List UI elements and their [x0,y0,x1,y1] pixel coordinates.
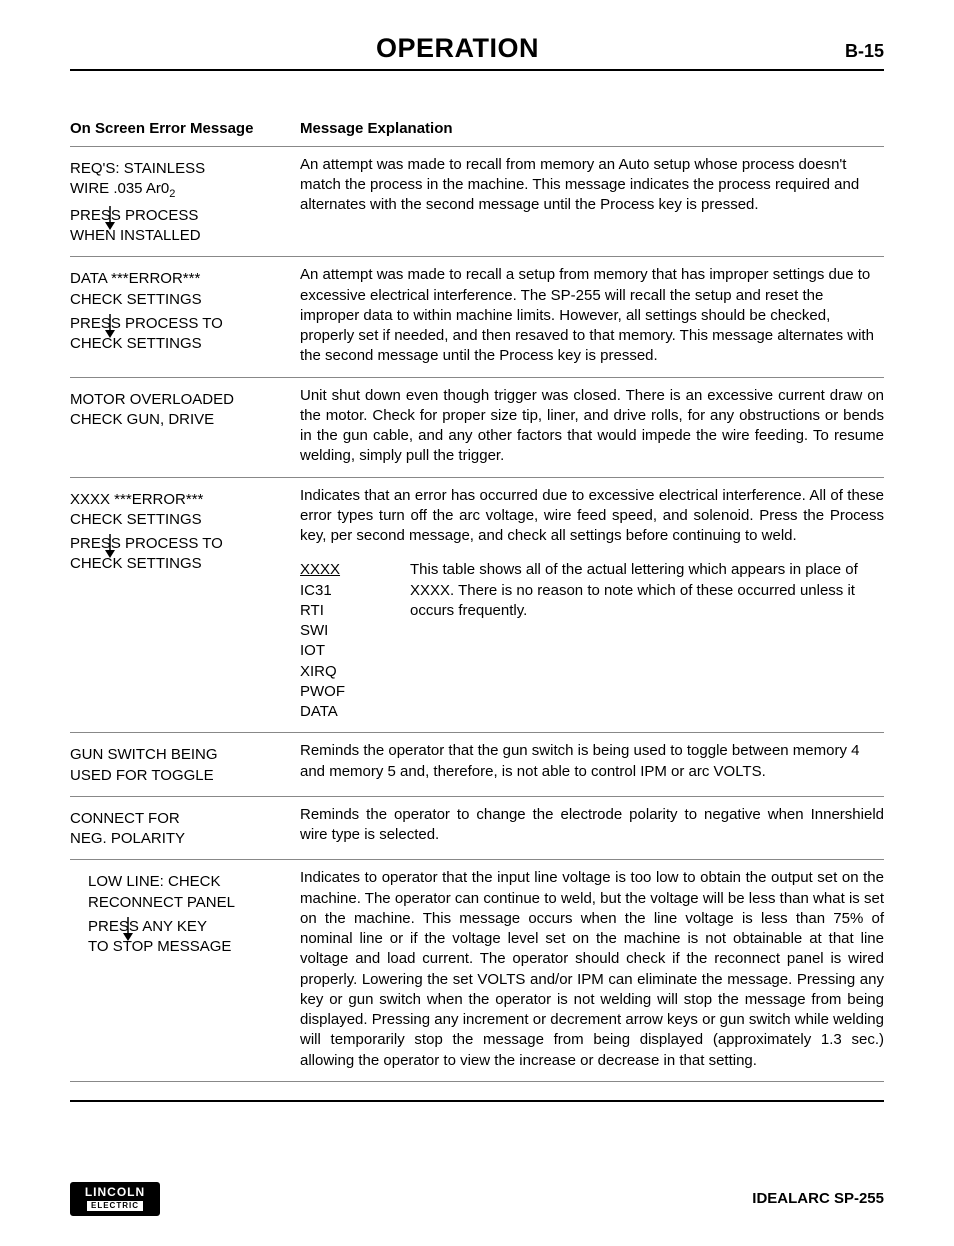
error-message-cell: CONNECT FORNEG. POLARITY [70,796,300,860]
error-message-cell: REQ'S: STAINLESSWIRE .035 Ar02 PRESS PRO… [70,146,300,257]
logo-line2: ELECTRIC [86,1200,144,1212]
code-item: PWOF [300,682,410,702]
explanation-cell: An attempt was made to recall from memor… [300,146,884,257]
page-header: OPERATION B-15 [70,30,884,71]
error-message-cell: LOW LINE: CHECKRECONNECT PANEL PRESS ANY… [70,860,300,1082]
msg-line: WIRE .035 Ar02 [70,179,286,202]
page-number: B-15 [845,39,884,63]
code-item: IOT [300,641,410,661]
explanation-text: Reminds the operator to change the elect… [300,805,884,846]
bottom-rule [70,1100,884,1102]
table-row: CONNECT FORNEG. POLARITYReminds the oper… [70,796,884,860]
explanation-text: Reminds the operator that the gun switch… [300,741,884,782]
explanation-text: An attempt was made to recall from memor… [300,155,884,216]
msg-line: REQ'S: STAINLESS [70,159,286,179]
table-row: MOTOR OVERLOADEDCHECK GUN, DRIVEUnit shu… [70,377,884,477]
msg-line: DATA ***ERROR*** [70,269,286,289]
table-row: REQ'S: STAINLESSWIRE .035 Ar02 PRESS PRO… [70,146,884,257]
logo-line1: LINCOLN [85,1186,145,1198]
msg-line: PRESS PROCESS [70,206,286,226]
msg-line: MOTOR OVERLOADED [70,390,286,410]
explanation-text: Unit shut down even though trigger was c… [300,386,884,467]
explanation-cell: Reminds the operator to change the elect… [300,796,884,860]
error-message-cell: MOTOR OVERLOADEDCHECK GUN, DRIVE [70,377,300,477]
explanation-text: An attempt was made to recall a setup fr… [300,265,884,366]
page-footer: LINCOLN ELECTRIC IDEALARC SP-255 [70,1182,884,1216]
msg-line: TO STOP MESSAGE [88,937,286,957]
msg-line: PRESS PROCESS TO [70,534,286,554]
model-name: IDEALARC SP-255 [752,1189,884,1209]
explanation-cell: Reminds the operator that the gun switch… [300,733,884,797]
subtable-note: This table shows all of the actual lette… [410,560,884,580]
subtable-head: XXXX [300,560,410,580]
subtable-note: occurs frequently. [410,601,884,621]
msg-line: CHECK SETTINGS [70,510,286,530]
msg-line: CHECK SETTINGS [70,554,286,574]
error-message-cell: DATA ***ERROR***CHECK SETTINGS PRESS PRO… [70,257,300,377]
table-row: GUN SWITCH BEINGUSED FOR TOGGLEReminds t… [70,733,884,797]
msg-line: CHECK GUN, DRIVE [70,410,286,430]
code-item: XIRQ [300,662,410,682]
explanation-cell: Indicates to operator that the input lin… [300,860,884,1082]
explanation-cell: Unit shut down even though trigger was c… [300,377,884,477]
error-table: On Screen Error MessageMessage Explanati… [70,111,884,1081]
msg-line: GUN SWITCH BEING [70,745,286,765]
explanation-cell: Indicates that an error has occurred due… [300,477,884,733]
msg-line: PRESS ANY KEY [88,917,286,937]
error-message-cell: GUN SWITCH BEINGUSED FOR TOGGLE [70,733,300,797]
msg-line: XXXX ***ERROR*** [70,490,286,510]
msg-line: CONNECT FOR [70,809,286,829]
subtable-note: XXXX. There is no reason to note which o… [410,581,884,601]
explanation-text: Indicates to operator that the input lin… [300,868,884,1071]
column-header-left: On Screen Error Message [70,111,300,146]
column-header-right: Message Explanation [300,111,884,146]
explanation-text: Indicates that an error has occurred due… [300,486,884,547]
msg-line: PRESS PROCESS TO [70,314,286,334]
code-subtable: XXXXIC31RTISWIIOTXIRQPWOFDATA This table … [300,560,884,722]
table-row: LOW LINE: CHECKRECONNECT PANEL PRESS ANY… [70,860,884,1082]
code-item: SWI [300,621,410,641]
explanation-cell: An attempt was made to recall a setup fr… [300,257,884,377]
brand-logo: LINCOLN ELECTRIC [70,1182,160,1216]
error-message-cell: XXXX ***ERROR***CHECK SETTINGS PRESS PRO… [70,477,300,733]
code-item: RTI [300,601,410,621]
table-row: XXXX ***ERROR***CHECK SETTINGS PRESS PRO… [70,477,884,733]
msg-line: CHECK SETTINGS [70,290,286,310]
code-item: DATA [300,702,410,722]
msg-line: USED FOR TOGGLE [70,766,286,786]
code-item: IC31 [300,581,410,601]
msg-line: WHEN INSTALLED [70,226,286,246]
msg-line: CHECK SETTINGS [70,334,286,354]
section-title: OPERATION [376,30,539,66]
msg-line: NEG. POLARITY [70,829,286,849]
msg-line: LOW LINE: CHECK [88,872,286,892]
msg-line: RECONNECT PANEL [88,893,286,913]
table-row: DATA ***ERROR***CHECK SETTINGS PRESS PRO… [70,257,884,377]
